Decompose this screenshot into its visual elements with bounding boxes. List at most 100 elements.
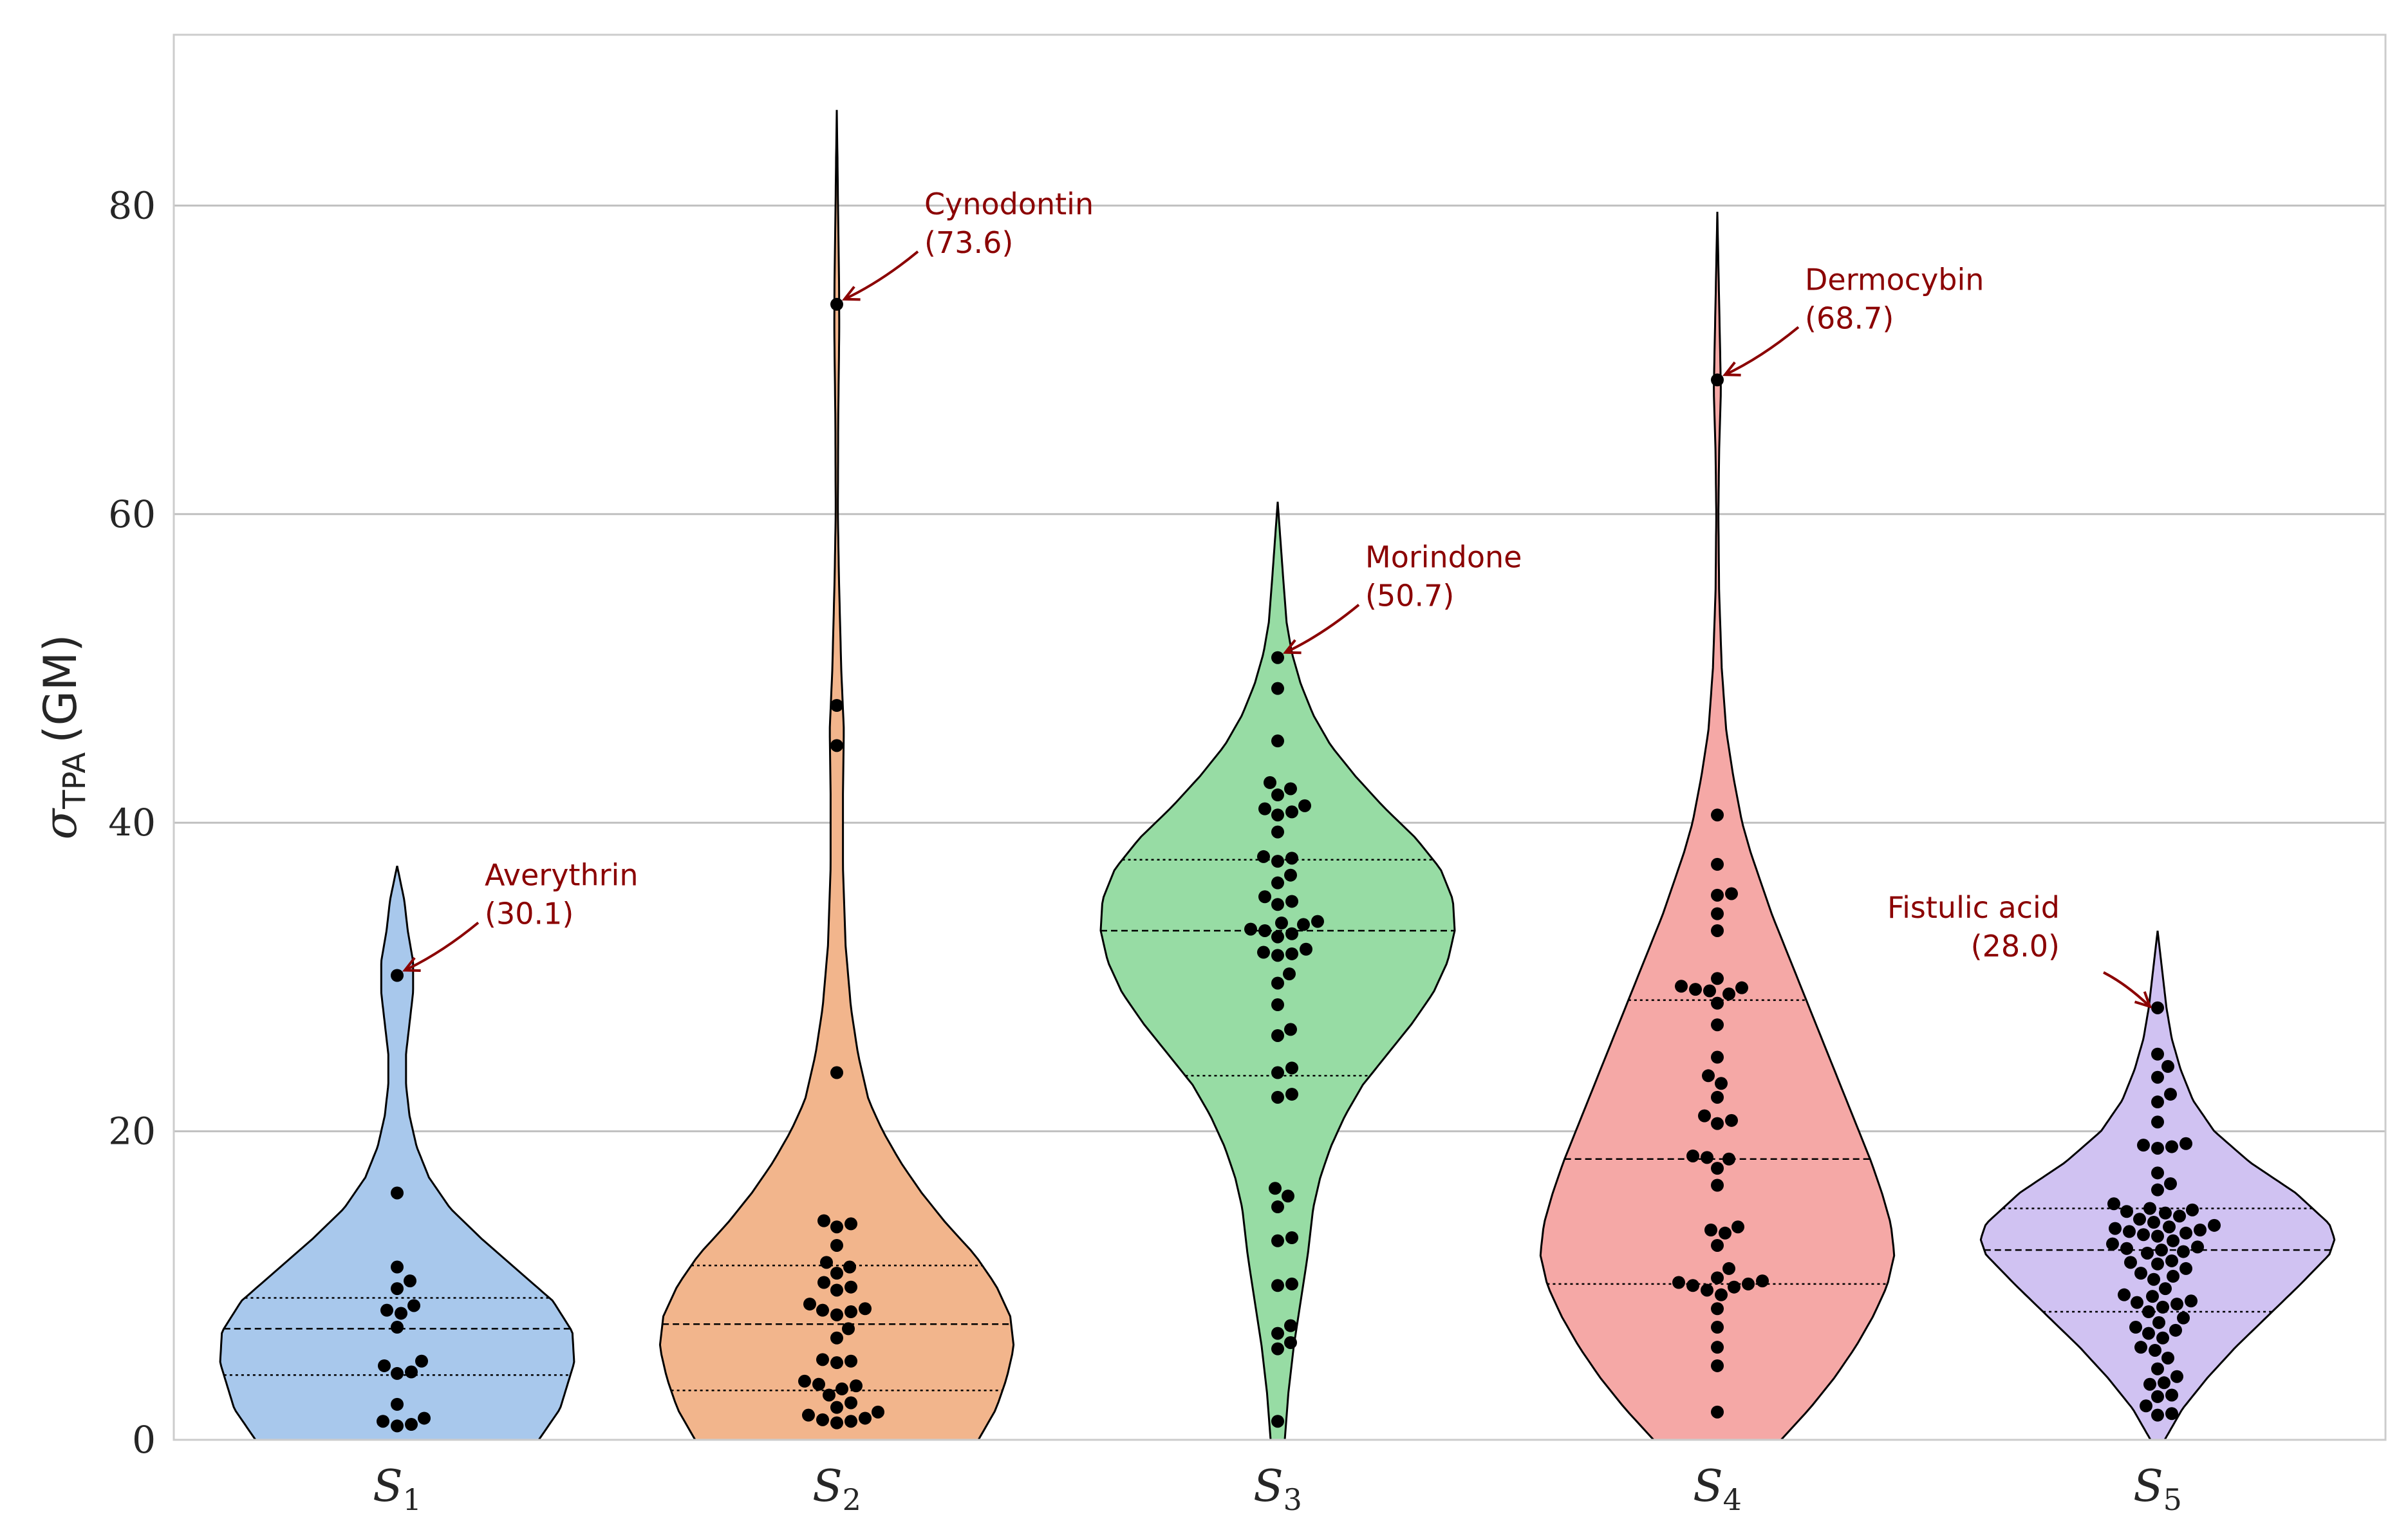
data-point	[859, 1412, 872, 1425]
data-point	[1271, 1342, 1284, 1356]
data-point	[2151, 1115, 2164, 1129]
data-point	[2143, 1202, 2156, 1215]
x-tick-label: S2	[812, 1461, 861, 1517]
data-point	[2173, 1209, 2186, 1223]
data-point	[2161, 1059, 2174, 1073]
data-point	[1285, 805, 1298, 819]
y-axis-label-unit: (GM)	[34, 634, 87, 743]
data-point	[830, 1308, 843, 1321]
data-point	[1675, 980, 1688, 993]
data-point	[1271, 998, 1284, 1012]
data-point	[2141, 1246, 2154, 1260]
data-point	[2137, 1228, 2150, 1242]
data-point	[1711, 1179, 1724, 1192]
x-tick-label: S5	[2133, 1461, 2182, 1517]
data-point	[1711, 888, 1724, 902]
data-point	[1722, 1262, 1735, 1275]
data-point	[2179, 1262, 2192, 1275]
data-point	[2137, 1139, 2150, 1152]
data-point	[2151, 1183, 2164, 1197]
annotation-arrow	[1724, 326, 1800, 377]
data-point	[1275, 917, 1288, 930]
x-tick-label: S4	[1693, 1461, 1742, 1517]
data-point	[1271, 1234, 1284, 1247]
data-point	[830, 297, 843, 311]
data-point	[830, 1356, 843, 1370]
data-point	[1271, 788, 1284, 802]
data-point	[1731, 1220, 1744, 1234]
data-point	[2163, 1220, 2176, 1234]
data-point	[1257, 946, 1270, 959]
annotation-arrowhead	[402, 956, 421, 973]
data-point	[2155, 1244, 2168, 1257]
data-point	[2158, 1376, 2170, 1390]
y-axis-label-subscript: TPA	[57, 752, 93, 810]
annotation-arrowhead	[841, 286, 861, 301]
annotation-name: Morindone	[1365, 540, 1522, 575]
data-point	[1271, 1200, 1284, 1214]
data-point	[1284, 1336, 1297, 1349]
data-point	[830, 699, 843, 713]
data-point	[820, 1256, 833, 1269]
data-point	[2156, 1300, 2169, 1314]
data-point	[1300, 942, 1312, 956]
data-point	[1271, 1066, 1284, 1079]
data-point	[1698, 1109, 1711, 1123]
data-point	[1703, 984, 1716, 998]
annotation-value: (68.7)	[1805, 301, 1894, 335]
data-point	[1711, 1238, 1724, 1252]
data-point	[391, 969, 404, 982]
data-point	[2151, 1070, 2164, 1084]
data-point	[816, 1353, 829, 1366]
data-point	[1271, 1327, 1284, 1340]
data-point	[1285, 895, 1298, 908]
data-point	[377, 1415, 389, 1428]
data-point	[830, 1267, 843, 1280]
data-point	[407, 1299, 420, 1312]
data-point	[1725, 1113, 1738, 1127]
data-point	[1711, 1090, 1724, 1104]
data-point	[1711, 373, 1724, 387]
data-point	[1711, 972, 1724, 985]
data-point	[404, 1274, 416, 1288]
data-point	[2169, 1323, 2182, 1337]
data-point	[405, 1418, 418, 1431]
data-point	[845, 1396, 857, 1410]
data-point	[2118, 1288, 2131, 1301]
data-point	[2131, 1296, 2143, 1309]
data-point	[1711, 808, 1724, 822]
data-point	[845, 1217, 857, 1231]
data-point	[816, 1413, 829, 1426]
data-point	[1285, 947, 1298, 960]
data-point	[2167, 1234, 2179, 1247]
y-axis-label-symbol: σ	[34, 808, 87, 840]
data-point	[835, 1382, 848, 1395]
data-point	[830, 1401, 843, 1414]
data-point	[1728, 1280, 1741, 1294]
data-point	[850, 1379, 863, 1393]
data-point	[1711, 1117, 1724, 1130]
data-point	[2147, 1272, 2160, 1286]
annotation-arrow	[2103, 971, 2151, 1008]
data-point	[2165, 1388, 2178, 1402]
data-point	[2142, 1305, 2155, 1319]
violin-S2	[658, 109, 1015, 1441]
data-point	[2142, 1327, 2155, 1340]
data-point	[845, 1354, 857, 1368]
data-point	[391, 1282, 404, 1296]
data-point	[1711, 1271, 1724, 1285]
data-point	[1722, 987, 1735, 1001]
data-point	[1285, 1061, 1298, 1075]
data-point	[2151, 1390, 2164, 1403]
data-point	[2151, 1001, 2164, 1014]
data-point	[2156, 1331, 2169, 1345]
data-point	[2151, 1141, 2164, 1155]
data-point	[2165, 1407, 2178, 1421]
data-point	[2164, 1177, 2177, 1191]
data-point	[2151, 1408, 2164, 1422]
data-point	[842, 1322, 855, 1336]
data-point	[1672, 1276, 1685, 1289]
data-point	[1715, 1288, 1728, 1301]
y-tick-label: 80	[108, 183, 156, 227]
